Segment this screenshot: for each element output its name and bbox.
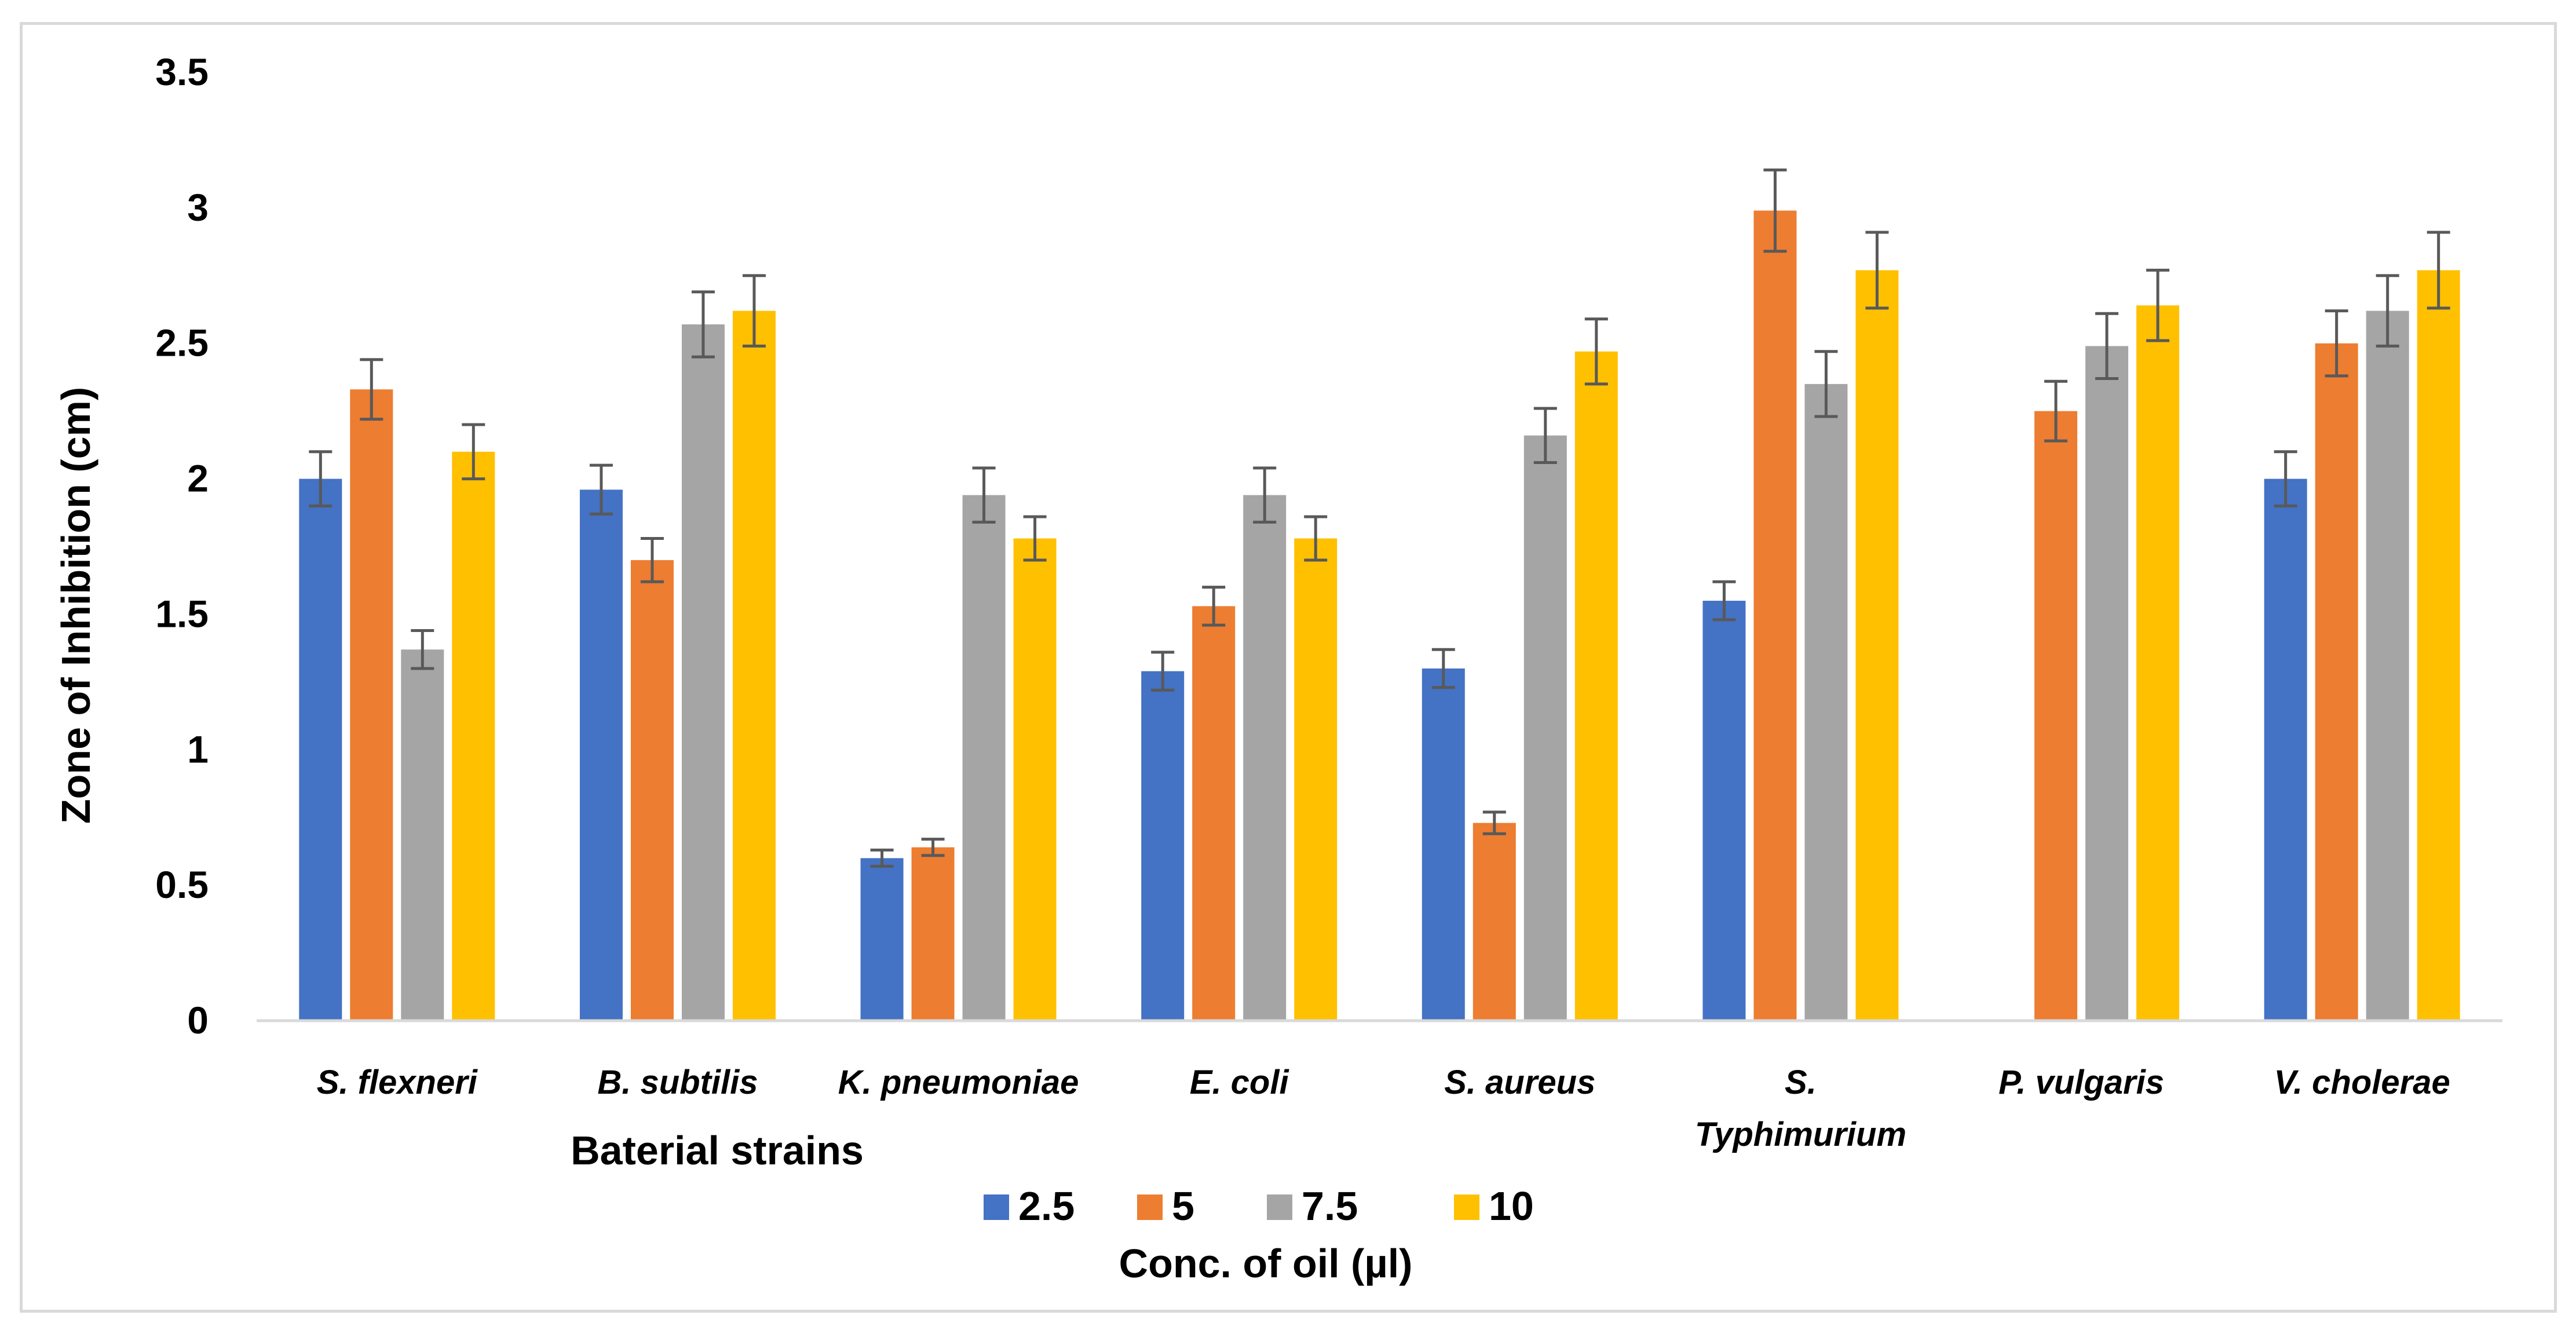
error-bar [1533,407,1557,465]
x-category-label: S. flexneri [317,1064,478,1101]
bar-10-cat-6 [2136,305,2180,1021]
error-bar [921,838,945,857]
bar-5-cat-1 [630,560,674,1021]
bar-5-cat-4 [1472,823,1516,1021]
bar-2_5-cat-7 [2264,478,2307,1021]
error-bar [589,463,613,516]
y-axis-ticks: 0 0.5 1 1.5 2 2.5 3 3.5 [155,50,209,1042]
error-bar [1253,466,1277,524]
x-axis-category-labels: S. flexneri B. subtilis K. pneumoniae E. co… [317,1064,2450,1153]
x-axis-title: Baterial strains [571,1128,864,1173]
bar-5-cat-3 [1192,606,1236,1021]
error-bar [309,450,332,507]
error-bars-layer [309,168,2450,868]
bar-7_5-cat-7 [2366,310,2409,1021]
bar-10-cat-2 [1013,538,1057,1021]
bar-7_5-cat-4 [1523,435,1567,1021]
legend-swatch-10 [1454,1194,1479,1220]
y-tick-label: 2 [187,457,209,500]
error-bar [640,536,664,583]
bar-10-cat-5 [1855,270,1899,1021]
y-tick-label: 0.5 [155,863,209,906]
error-bar [2427,231,2450,310]
bar-10-cat-0 [452,451,495,1021]
y-tick-label: 3 [187,186,209,229]
y-tick-label: 1 [187,728,209,770]
bar-5-cat-7 [2315,343,2358,1021]
error-bar [1814,350,1838,418]
bar-5-cat-5 [1753,210,1797,1021]
error-bar [1712,580,1736,622]
y-tick-label: 2.5 [155,322,209,364]
legend-label: 7.5 [1302,1183,1358,1229]
x-category-label: B. subtilis [597,1064,758,1101]
legend-swatch-2_5 [984,1194,1009,1220]
error-bar [462,423,485,481]
error-bar [2376,274,2399,348]
legend-swatch-5 [1137,1194,1163,1220]
error-bar [1584,317,1608,386]
error-bar [1304,515,1328,562]
error-bar [2274,450,2297,507]
error-bar [411,629,434,670]
y-tick-label: 0 [187,999,209,1042]
bar-7_5-cat-3 [1243,495,1287,1021]
error-bar [2095,312,2119,381]
error-bar [360,358,383,421]
y-axis-title: Zone of Inhibition (cm) [53,387,98,824]
error-bar [1202,586,1226,627]
bar-7_5-cat-2 [962,495,1006,1021]
error-bar [1482,810,1506,835]
bar-10-cat-7 [2417,270,2460,1021]
x-category-label: S. [1785,1064,1817,1101]
y-tick-label: 1.5 [155,592,209,635]
bars-layer [299,210,2460,1021]
x-category-label: S. aureus [1444,1064,1595,1101]
bar-10-cat-3 [1294,538,1338,1021]
y-tick-label: 3.5 [155,50,209,93]
bar-7_5-cat-1 [681,324,725,1021]
legend-label: 10 [1489,1183,1534,1229]
bar-2_5-cat-2 [860,858,904,1021]
legend-label: 5 [1172,1183,1194,1229]
bar-7_5-cat-5 [1804,383,1848,1021]
bar-2_5-cat-5 [1702,601,1746,1021]
error-bar [1865,231,1889,310]
bar-5-cat-6 [2034,411,2078,1021]
bar-2_5-cat-4 [1422,668,1465,1021]
error-bar [972,466,996,524]
bar-7_5-cat-0 [401,649,444,1021]
error-bar [2044,379,2068,443]
legend: 2.5 5 7.5 10 [984,1183,1534,1229]
error-bar [691,290,715,359]
x-category-label: K. pneumoniae [838,1064,1079,1101]
x-category-label: P. vulgaris [1998,1064,2164,1101]
bar-2_5-cat-0 [299,478,342,1021]
error-bar [2146,268,2170,342]
bar-5-cat-0 [350,389,393,1021]
legend-label: 2.5 [1018,1183,1075,1229]
bar-2_5-cat-1 [579,489,623,1021]
bar-10-cat-4 [1574,351,1618,1021]
error-bar [1151,651,1175,692]
x-category-label: V. cholerae [2274,1064,2450,1101]
bar-5-cat-2 [911,847,955,1021]
error-bar [2325,309,2348,378]
error-bar [1431,648,1455,689]
error-bar [1023,515,1047,562]
x-category-label: Typhimurium [1695,1116,1906,1153]
legend-swatch-7_5 [1267,1194,1292,1220]
bar-7_5-cat-6 [2085,346,2129,1021]
error-bar [870,848,894,868]
bar-10-cat-1 [732,310,776,1021]
error-bar [1763,168,1787,253]
legend-title: Conc. of oil (µl) [1119,1241,1413,1286]
bar-2_5-cat-3 [1141,671,1185,1021]
x-category-label: E. coli [1190,1064,1290,1101]
error-bar [742,274,766,348]
